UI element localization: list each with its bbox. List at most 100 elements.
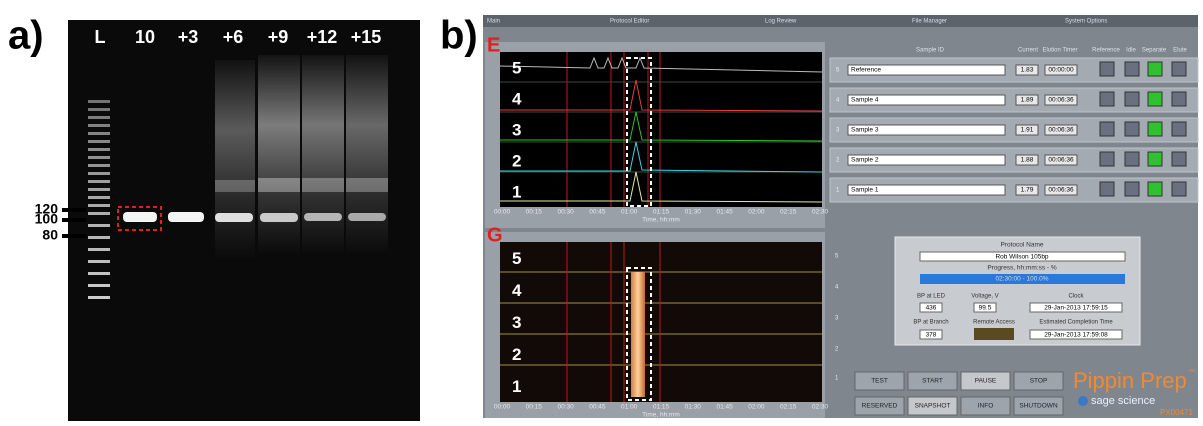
button-label[interactable]: INFO [978,403,994,410]
ladder-band [88,172,110,175]
ladder-band [88,204,110,207]
panel-label: a) [8,14,44,58]
company: sage science [1091,395,1155,407]
state-button [1148,182,1162,196]
x-tick-label: 02:30 [812,209,829,216]
channel-label: 5 [512,249,521,268]
button-label[interactable]: SNAPSHOT [915,403,951,410]
channel-label: 3 [512,121,521,140]
label: Protocol Name [1001,242,1044,249]
figure: a)L10+3+6+9+12+1512010080b)MainProtocol … [0,0,1203,421]
label: Voltage, V [971,294,998,300]
x-tick-label: 02:15 [780,209,797,216]
value: 29-Jan-2013 17:59:15 [1044,305,1108,312]
tab: Main [487,19,500,25]
button-label[interactable]: RESERVED [862,403,898,410]
x-tick-label: 00:30 [557,209,574,216]
elution-timer: 00:06:36 [1048,187,1074,194]
channel-label: 1 [512,183,521,202]
state-button [1125,122,1139,136]
x-tick-label: 01:45 [716,404,733,411]
column-header: Current [1018,48,1038,54]
x-axis-label: Time, hh:mm [642,412,680,419]
lane-label: +6 [223,27,244,47]
lane-label: +9 [268,27,289,47]
tab: Protocol Editor [610,19,649,25]
channel-label: 2 [512,345,521,364]
tab: System Options [1065,19,1107,25]
button-label[interactable]: PAUSE [975,378,997,385]
label: Remote Access [973,320,1015,326]
state-button [1172,152,1186,166]
channel-label: 4 [512,281,522,300]
x-tick-label: 02:00 [748,404,765,411]
column-header: Separate [1142,48,1167,54]
channel-label: 2 [512,152,521,171]
label: Clock [1068,294,1084,300]
ladder-band [88,260,110,263]
x-tick-label: 00:00 [494,404,511,411]
elution-timer: 00:00:00 [1048,67,1074,74]
remote-indicator [974,328,1014,340]
trademark: ™ [1188,369,1195,376]
x-tick-label: 00:30 [557,404,574,411]
button-label[interactable]: TEST [871,378,888,385]
state-button [1172,182,1186,196]
current: 1.91 [1021,127,1034,134]
ladder-band [88,180,110,183]
column-header: Idle [1126,48,1136,54]
elution-timer: 00:06:36 [1048,127,1074,134]
ladder-band [88,284,110,287]
button-label[interactable]: START [922,378,943,385]
x-tick-label: 01:00 [621,209,638,216]
channel-label: 3 [512,313,521,332]
gel-image-area [500,242,822,402]
lane-label: +3 [178,27,199,47]
ladder-band [88,148,110,151]
value: 378 [926,332,937,339]
lane-label: +12 [307,27,338,47]
x-axis-label: Time, hh:mm [642,217,680,224]
x-tick-label: 01:15 [653,209,670,216]
elution-timer: 00:06:36 [1048,97,1074,104]
state-button [1125,182,1139,196]
electropherogram-area [500,52,822,207]
button-label[interactable]: STOP [1030,378,1048,385]
state-button [1172,92,1186,106]
state-button [1125,62,1139,76]
value: 99.5 [979,305,992,312]
column-header: Elute [1173,48,1187,54]
lane-label: +15 [351,27,382,47]
ladder-band [88,116,110,119]
column-header: Reference [1092,48,1120,54]
sample-table [830,58,1198,202]
x-tick-label: 01:30 [685,404,702,411]
state-button [1100,92,1114,106]
channel-label: 4 [512,90,522,109]
state-button [1100,62,1114,76]
ladder-band [88,196,110,199]
button-label[interactable]: SHUTDOWN [1019,403,1058,410]
ladder-band [88,132,110,135]
state-button [1148,122,1162,136]
tab: File Manager [912,19,947,25]
channel-label: 1 [512,377,521,396]
ladder-band [88,140,110,143]
label: BP at Branch [913,320,948,326]
value: 436 [926,305,937,312]
tab: Log Review [765,19,797,25]
ladder-band [88,156,110,159]
ladder-band [88,236,110,239]
sample-id: Reference [851,67,881,74]
x-tick-label: 01:15 [653,404,670,411]
x-tick-label: 02:15 [780,404,797,411]
sample-id: Sample 3 [851,127,879,134]
progress-text: 02:30:00 - 100.0% [995,276,1048,283]
ladder-band [88,224,110,227]
lane-label: L [95,27,106,47]
ladder-band [88,124,110,127]
ladder-band [88,108,110,111]
x-tick-label: 02:30 [812,404,829,411]
state-button [1172,62,1186,76]
state-button [1125,152,1139,166]
